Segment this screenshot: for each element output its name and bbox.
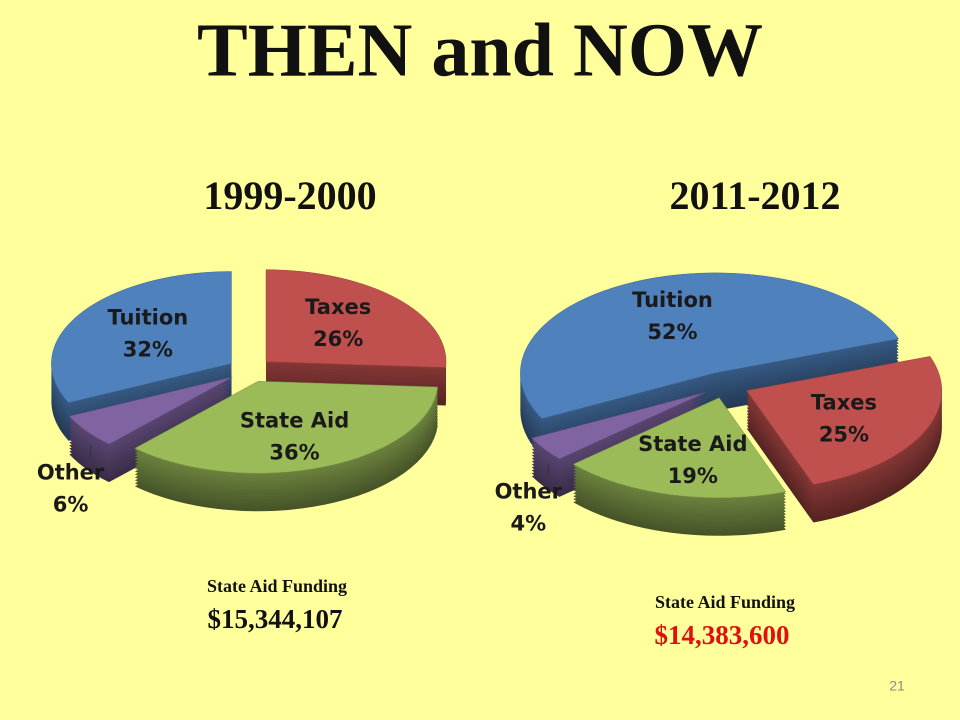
slice-label: Other: [37, 460, 105, 484]
slice: [531, 392, 706, 460]
funding-label: State Aid Funding: [207, 576, 347, 596]
slice-value: 26%: [313, 327, 363, 351]
slice-value: 36%: [269, 440, 319, 464]
slice: [51, 271, 232, 403]
slice-label: State Aid: [240, 408, 349, 432]
slice: [520, 272, 900, 419]
slice-value: 52%: [647, 320, 697, 344]
slice-value: 32%: [123, 337, 173, 361]
page-number: 21: [889, 678, 905, 694]
slice-value: 6%: [53, 492, 89, 516]
slice-label: Tuition: [107, 305, 188, 329]
slice: [572, 397, 787, 499]
slice-value: 4%: [510, 512, 546, 536]
slice: [265, 269, 447, 368]
slice-value: 25%: [819, 422, 869, 446]
slice: [134, 380, 439, 474]
slice-label: State Aid: [638, 432, 747, 456]
slice-value: 19%: [668, 464, 718, 488]
slice: [746, 356, 943, 485]
slice-label: Taxes: [305, 295, 371, 319]
slice: [68, 376, 233, 445]
slice-label: Tuition: [632, 288, 713, 312]
slice-label: Other: [495, 480, 563, 504]
slice-label: Taxes: [811, 390, 877, 414]
funding-amount: $15,344,107: [208, 604, 343, 634]
funding-amount: $14,383,600: [655, 620, 790, 650]
chart-title: 2011-2012: [669, 173, 840, 218]
chart-title: 1999-2000: [203, 173, 376, 218]
funding-label: State Aid Funding: [655, 592, 795, 612]
slide-title: THEN and NOW: [197, 8, 763, 92]
